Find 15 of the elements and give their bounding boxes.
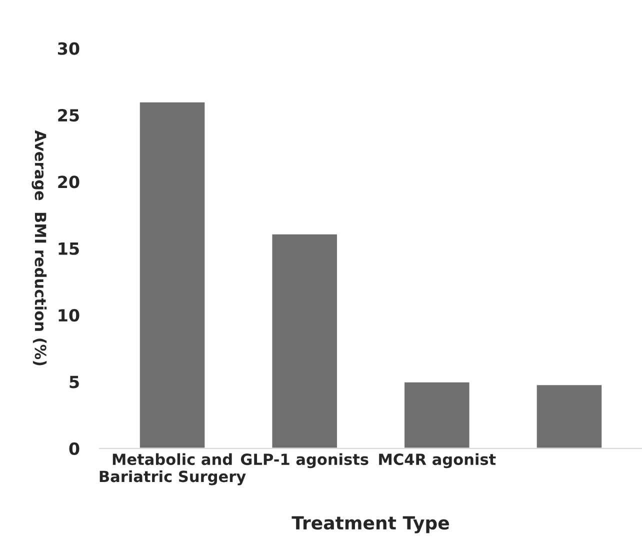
y-tick-label: 15 [58, 242, 79, 255]
y-tick-label: 20 [58, 176, 80, 188]
y-tick-label: 5 [70, 376, 79, 388]
x-tick-label: MC4R agonist [379, 453, 496, 468]
y-tick-label: 10 [58, 309, 80, 322]
y-axis-title: Average BMI reduction (%) [32, 130, 47, 366]
bar [403, 381, 471, 448]
bar [535, 384, 603, 448]
y-tick-label: 0 [69, 442, 80, 455]
x-axis-title: Treatment Type [292, 516, 449, 534]
x-tick-label: GLP-1 agonists [240, 453, 368, 468]
y-tick-label: 25 [58, 108, 79, 122]
y-tick-label: 30 [58, 42, 80, 55]
bar [138, 100, 206, 448]
bar [270, 233, 338, 448]
